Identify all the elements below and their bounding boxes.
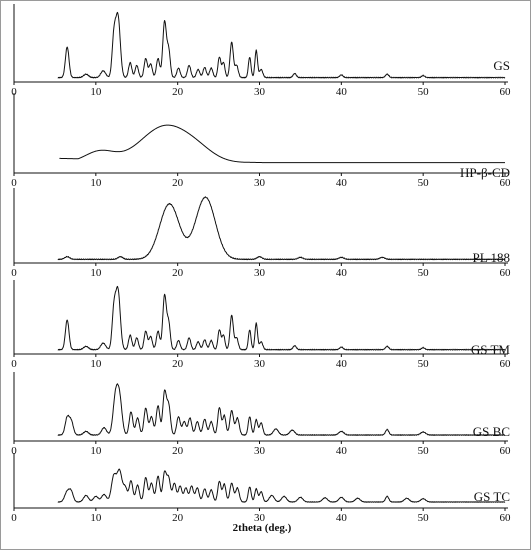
x-tick-label-4-0: 0 [11,445,17,457]
x-tick-label-1-40: 40 [336,177,348,189]
x-tick-label-3-0: 0 [11,358,17,370]
series-line-4 [57,383,506,436]
series-label-2: PL 188 [473,250,510,265]
series-line-0 [57,11,506,79]
series-label-1: HP-β-CD [460,165,510,180]
series-line-3 [57,285,506,351]
x-tick-label-4-20: 20 [172,445,184,457]
series-label-5: GS TC [474,489,510,504]
x-tick-label-2-0: 0 [11,267,17,279]
x-tick-label-2-30: 30 [254,267,266,279]
x-tick-label-3-30: 30 [254,358,266,370]
x-tick-label-0-0: 0 [11,86,17,98]
x-tick-label-5-40: 40 [336,512,348,524]
x-tick-label-1-50: 50 [418,177,430,189]
x-tick-label-1-20: 20 [172,177,184,189]
x-tick-label-3-60: 60 [500,358,512,370]
x-tick-label-4-50: 50 [418,445,430,457]
x-tick-label-4-60: 60 [500,445,512,457]
x-tick-label-0-30: 30 [254,86,266,98]
x-tick-label-0-10: 10 [90,86,102,98]
series-label-4: GS BC [473,424,510,439]
x-tick-label-3-20: 20 [172,358,184,370]
series-line-1 [59,124,506,164]
x-tick-label-0-50: 50 [418,86,430,98]
x-tick-label-5-30: 30 [254,512,266,524]
x-tick-label-2-10: 10 [90,267,102,279]
x-tick-label-5-20: 20 [172,512,184,524]
x-tick-label-3-50: 50 [418,358,430,370]
series-line-2 [57,196,506,261]
x-tick-label-1-60: 60 [500,177,512,189]
series-line-5 [57,468,506,503]
x-tick-label-1-10: 10 [90,177,102,189]
x-tick-label-1-0: 0 [11,177,17,189]
x-axis-title: 2theta (deg.) [233,522,292,534]
x-tick-label-3-10: 10 [90,358,102,370]
x-tick-label-2-60: 60 [500,267,512,279]
x-tick-label-5-60: 60 [500,512,512,524]
x-tick-label-0-40: 40 [336,86,348,98]
x-tick-label-0-60: 60 [500,86,512,98]
x-tick-label-2-40: 40 [336,267,348,279]
x-tick-label-2-50: 50 [418,267,430,279]
x-tick-label-3-40: 40 [336,358,348,370]
x-tick-label-4-40: 40 [336,445,348,457]
series-label-3: GS TM [471,342,511,357]
x-tick-label-4-30: 30 [254,445,266,457]
x-tick-label-5-0: 0 [11,512,17,524]
x-tick-label-4-10: 10 [90,445,102,457]
x-tick-label-2-20: 20 [172,267,184,279]
x-tick-label-1-30: 30 [254,177,266,189]
x-tick-label-5-10: 10 [90,512,102,524]
x-tick-label-0-20: 20 [172,86,184,98]
x-tick-label-5-50: 50 [418,512,430,524]
series-label-0: GS [493,58,510,73]
